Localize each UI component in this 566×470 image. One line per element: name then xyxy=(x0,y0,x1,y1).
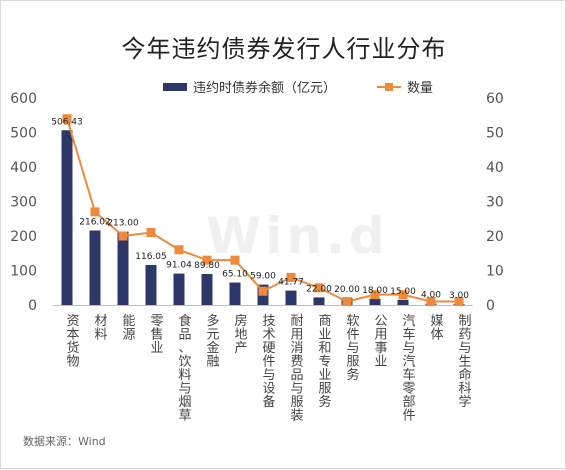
count-marker xyxy=(314,283,324,293)
bar-data-label: 4.00 xyxy=(421,291,441,301)
bar xyxy=(61,130,73,305)
count-marker xyxy=(426,297,436,307)
bar-data-label: 506.43 xyxy=(51,117,83,127)
legend-item-balance: 违约时债券余额（亿元） xyxy=(163,77,336,96)
y-right-tick-label: 40 xyxy=(486,160,504,176)
x-tick-label: 商业和专业服务 xyxy=(318,314,331,410)
y-left-tick-label: 100 xyxy=(10,264,37,280)
bar-data-label: 91.04 xyxy=(166,261,192,271)
y-right-tick-label: 60 xyxy=(486,91,504,107)
count-marker xyxy=(342,297,352,307)
watermark: Win.d xyxy=(206,207,389,265)
bar-data-label: 3.00 xyxy=(449,291,469,301)
bar xyxy=(369,298,381,305)
x-tick-label: 食品、饮料与烟草 xyxy=(178,313,191,424)
y-right-tick-label: 10 xyxy=(486,264,504,280)
count-marker xyxy=(258,286,268,296)
y-left-tick-label: 0 xyxy=(28,298,37,314)
count-marker xyxy=(174,245,184,255)
y-right-tick-label: 30 xyxy=(486,195,504,211)
x-tick-label: 能源 xyxy=(122,314,135,343)
x-tick-label: 媒体 xyxy=(430,314,443,343)
bar xyxy=(397,299,409,305)
legend-bar-swatch xyxy=(163,82,187,91)
bar xyxy=(145,264,157,305)
bar-data-label: 216.02 xyxy=(79,217,111,227)
legend-label-balance: 违约时债券余额（亿元） xyxy=(193,81,337,96)
bar xyxy=(313,297,325,305)
x-tick-label: 制药与生命科学 xyxy=(458,314,471,410)
bar xyxy=(173,273,185,305)
x-tick-label: 零售业 xyxy=(150,314,163,356)
bar-data-label: 89.80 xyxy=(194,261,220,271)
x-tick-label: 公用事业 xyxy=(374,314,387,370)
count-marker xyxy=(90,207,100,217)
bar-data-label: 15.00 xyxy=(390,287,416,297)
x-tick-label: 房地产 xyxy=(234,313,247,356)
x-tick-label: 资本货物 xyxy=(66,314,79,370)
x-tick-label: 多元金融 xyxy=(206,313,219,370)
count-marker xyxy=(118,231,128,241)
count-marker xyxy=(286,272,296,282)
source-note: 数据来源：Wind xyxy=(23,435,106,448)
legend-line-swatch xyxy=(377,82,401,92)
bar-data-label: 20.00 xyxy=(334,285,360,295)
bar-data-label: 213.00 xyxy=(107,219,139,229)
count-marker xyxy=(454,297,464,307)
y-left-tick-label: 200 xyxy=(10,229,37,245)
bar-data-label: 41.77 xyxy=(278,278,304,288)
x-tick-label: 材料 xyxy=(94,314,107,343)
bar-data-label: 22.00 xyxy=(306,284,332,294)
count-marker xyxy=(62,114,72,124)
count-marker xyxy=(202,255,212,265)
count-marker xyxy=(398,290,408,300)
count-marker xyxy=(230,255,240,265)
y-right-tick-label: 50 xyxy=(486,126,504,142)
x-tick-label: 耐用消费品与服装 xyxy=(290,314,303,424)
bar xyxy=(285,290,297,305)
y-right-tick-label: 20 xyxy=(486,229,504,245)
legend-item-count: 数量 xyxy=(377,77,433,96)
bar xyxy=(117,231,129,305)
chart-title: 今年违约债券发行人行业分布 xyxy=(121,35,447,63)
bar xyxy=(229,282,241,305)
count-marker xyxy=(146,228,156,238)
bar-data-label: 18.00 xyxy=(362,286,388,296)
y-left-tick-label: 600 xyxy=(10,91,37,107)
y-right-tick-label: 0 xyxy=(486,298,495,314)
bar xyxy=(89,230,101,305)
y-left-tick-label: 300 xyxy=(10,195,37,211)
y-left-tick-label: 400 xyxy=(10,160,37,176)
legend-label-count: 数量 xyxy=(407,81,434,96)
y-left-tick-label: 500 xyxy=(10,126,37,142)
count-marker xyxy=(370,290,380,300)
x-tick-label: 技术硬件与设备 xyxy=(262,314,275,410)
bar xyxy=(201,274,213,305)
bar-data-label: 116.05 xyxy=(135,252,167,262)
bar-data-label: 65.10 xyxy=(222,270,248,280)
x-tick-label: 汽车与汽车零部件 xyxy=(402,314,415,424)
bar-data-label: 59.00 xyxy=(250,272,276,282)
x-tick-label: 软件与服务 xyxy=(346,314,359,383)
